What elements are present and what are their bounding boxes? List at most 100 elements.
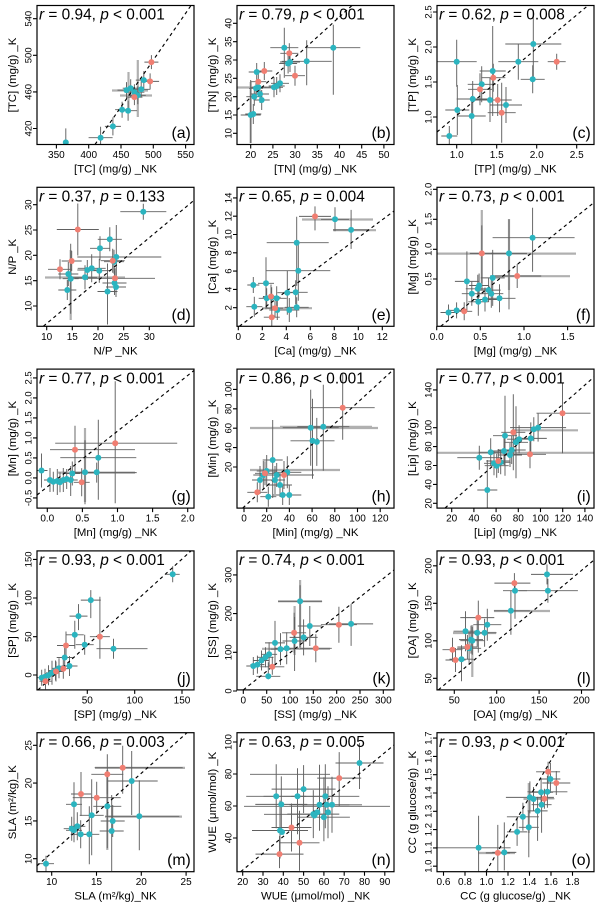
svg-text:15: 15 <box>91 877 103 888</box>
svg-text:50: 50 <box>298 877 310 888</box>
svg-text:30: 30 <box>224 55 235 66</box>
svg-text:40: 40 <box>224 442 235 453</box>
svg-text:1.0: 1.0 <box>424 110 435 123</box>
svg-text:30: 30 <box>144 332 156 343</box>
svg-text:r = 0.73, p < 0.001: r = 0.73, p < 0.001 <box>439 189 565 206</box>
svg-text:0: 0 <box>224 688 235 693</box>
svg-text:50: 50 <box>261 695 273 706</box>
svg-text:15: 15 <box>24 275 35 286</box>
svg-text:200: 200 <box>328 695 345 706</box>
svg-text:10: 10 <box>353 332 365 343</box>
svg-text:150: 150 <box>305 695 322 706</box>
svg-text:1.0: 1.0 <box>424 860 435 873</box>
svg-text:0: 0 <box>24 672 35 677</box>
svg-text:90: 90 <box>379 877 391 888</box>
svg-text:100: 100 <box>488 695 505 706</box>
svg-text:1.0: 1.0 <box>111 514 125 525</box>
svg-text:420: 420 <box>24 121 35 137</box>
svg-text:100: 100 <box>224 734 235 750</box>
svg-text:[Ca] (mg/g) _NK: [Ca] (mg/g) _NK <box>274 345 357 357</box>
svg-text:4: 4 <box>224 287 235 292</box>
svg-text:20: 20 <box>245 150 257 161</box>
svg-text:r = 0.94, p < 0.001: r = 0.94, p < 0.001 <box>39 7 165 24</box>
svg-text:25: 25 <box>267 150 279 161</box>
svg-text:[TN] (mg/g) _NK: [TN] (mg/g) _NK <box>274 164 357 176</box>
svg-text:[Lip] (mg/g) _K: [Lip] (mg/g) _K <box>407 401 419 476</box>
svg-text:80: 80 <box>359 877 371 888</box>
svg-text:1.5: 1.5 <box>424 75 435 88</box>
svg-text:45: 45 <box>356 150 368 161</box>
svg-text:0: 0 <box>241 695 247 706</box>
svg-text:70: 70 <box>339 877 351 888</box>
svg-text:2.0: 2.0 <box>181 514 195 525</box>
svg-text:20: 20 <box>261 514 273 525</box>
svg-text:0.5: 0.5 <box>473 332 487 343</box>
svg-text:[TC] (mg/g) _K: [TC] (mg/g) _K <box>7 37 19 112</box>
svg-text:460: 460 <box>24 84 35 100</box>
svg-text:N/P _K: N/P _K <box>7 238 19 274</box>
svg-text:200: 200 <box>224 606 235 622</box>
svg-text:r = 0.93, p < 0.001: r = 0.93, p < 0.001 <box>439 734 565 751</box>
svg-text:(g): (g) <box>171 489 190 506</box>
svg-text:200: 200 <box>424 558 435 574</box>
svg-text:[Mn] (mg/g) _NK: [Mn] (mg/g) _NK <box>74 527 158 539</box>
svg-text:1.0: 1.0 <box>24 431 35 444</box>
svg-text:[OA] (mg/g) _NK: [OA] (mg/g) _NK <box>473 709 558 721</box>
svg-text:[Mn] (mg/g) _K: [Mn] (mg/g) _K <box>7 401 19 477</box>
svg-text:1.1: 1.1 <box>424 841 435 854</box>
svg-text:(l): (l) <box>577 670 591 687</box>
svg-text:100: 100 <box>24 590 35 606</box>
svg-text:1.5: 1.5 <box>490 150 504 161</box>
svg-text:1.2: 1.2 <box>424 823 435 836</box>
svg-text:1.5: 1.5 <box>424 768 435 781</box>
svg-text:140: 140 <box>424 382 435 398</box>
svg-text:[Ca] (mg/g) _K: [Ca] (mg/g) _K <box>207 219 219 293</box>
svg-text:60: 60 <box>424 460 435 471</box>
svg-text:[Lip] (mg/g) _NK: [Lip] (mg/g) _NK <box>474 527 557 539</box>
svg-text:25: 25 <box>224 73 235 84</box>
svg-text:20: 20 <box>237 877 249 888</box>
svg-text:[SP] (mg/g) _K: [SP] (mg/g) _K <box>7 583 19 658</box>
svg-text:30: 30 <box>257 877 269 888</box>
svg-text:500: 500 <box>24 47 35 63</box>
svg-text:1.0: 1.0 <box>424 243 435 256</box>
svg-text:10: 10 <box>24 301 35 312</box>
svg-text:1.0: 1.0 <box>450 150 464 161</box>
svg-text:10: 10 <box>224 229 235 240</box>
svg-text:20: 20 <box>424 498 435 509</box>
svg-text:4: 4 <box>284 332 290 343</box>
svg-text:r = 0.74, p < 0.001: r = 0.74, p < 0.001 <box>239 552 365 569</box>
svg-text:2.5: 2.5 <box>24 371 35 384</box>
svg-text:[SS] (mg/g) _K: [SS] (mg/g) _K <box>207 583 219 658</box>
svg-text:100: 100 <box>126 695 143 706</box>
svg-text:(i): (i) <box>577 489 591 506</box>
svg-text:50: 50 <box>24 631 35 642</box>
svg-text:100: 100 <box>532 514 549 525</box>
svg-text:CC (g glucose/g) _NK: CC (g glucose/g) _NK <box>460 891 571 903</box>
svg-text:0.0: 0.0 <box>24 471 35 484</box>
svg-text:r = 0.62, p = 0.008: r = 0.62, p = 0.008 <box>439 7 565 24</box>
svg-text:150: 150 <box>24 551 35 567</box>
svg-text:1.7: 1.7 <box>424 731 435 744</box>
svg-text:0.5: 0.5 <box>424 272 435 285</box>
svg-text:6: 6 <box>224 268 235 273</box>
svg-text:450: 450 <box>113 150 130 161</box>
svg-text:r = 0.65, p = 0.004: r = 0.65, p = 0.004 <box>239 189 365 206</box>
svg-text:(f): (f) <box>576 307 591 324</box>
svg-text:2.5: 2.5 <box>570 150 584 161</box>
svg-text:(e): (e) <box>371 307 390 324</box>
svg-text:100: 100 <box>224 644 235 660</box>
svg-text:-0.5: -0.5 <box>24 490 35 506</box>
svg-text:350: 350 <box>48 150 65 161</box>
svg-text:80: 80 <box>513 514 525 525</box>
svg-text:0.0: 0.0 <box>430 332 444 343</box>
svg-text:300: 300 <box>375 695 392 706</box>
svg-text:10: 10 <box>24 853 35 864</box>
svg-text:50: 50 <box>378 150 390 161</box>
svg-text:20: 20 <box>224 462 235 473</box>
svg-text:300: 300 <box>224 567 235 583</box>
svg-text:1.5: 1.5 <box>24 411 35 424</box>
svg-text:60: 60 <box>307 514 319 525</box>
svg-text:10: 10 <box>41 332 53 343</box>
svg-text:2.0: 2.0 <box>424 183 435 196</box>
